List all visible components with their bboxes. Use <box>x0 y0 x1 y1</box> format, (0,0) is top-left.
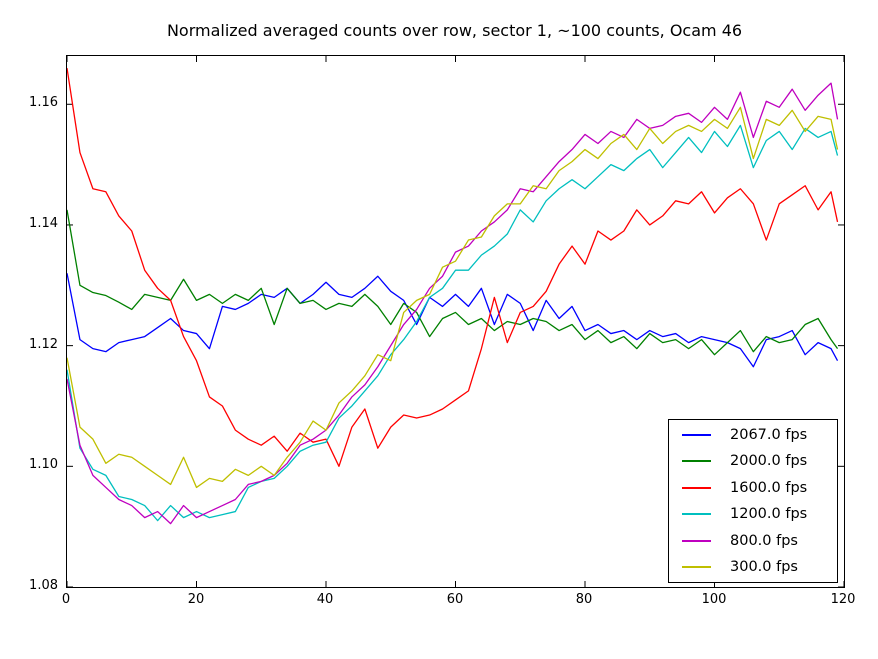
ytick-label: 1.10 <box>29 457 58 472</box>
legend-entry: 1200.0 fps <box>669 502 837 526</box>
series-line <box>67 67 839 467</box>
series-line <box>67 82 839 525</box>
chart-title: Normalized averaged counts over row, sec… <box>166 21 743 40</box>
legend-label: 1600.0 fps <box>730 479 808 496</box>
legend-entry: 2067.0 fps <box>669 423 837 447</box>
legend-entry: 1600.0 fps <box>669 476 837 500</box>
legend-line-sample <box>682 513 711 516</box>
legend: 2067.0 fps 2000.0 fps 1600.0 fps 1200.0 … <box>668 419 838 583</box>
legend-label: 2067.0 fps <box>730 426 808 443</box>
legend-line-sample <box>682 539 711 542</box>
ytick-label: 1.08 <box>29 578 58 593</box>
legend-label: 800.0 fps <box>730 532 798 549</box>
ytick-label: 1.16 <box>29 95 58 110</box>
series-line <box>67 106 839 489</box>
series-line <box>67 273 839 368</box>
xtick-label: 80 <box>575 592 593 607</box>
legend-line-sample <box>682 433 711 436</box>
legend-line-sample <box>682 486 711 489</box>
legend-entry: 2000.0 fps <box>669 449 837 473</box>
xtick-label: 120 <box>830 592 856 607</box>
legend-entry: 300.0 fps <box>669 555 837 579</box>
ytick-label: 1.12 <box>29 337 58 352</box>
xtick-label: 40 <box>316 592 334 607</box>
legend-label: 300.0 fps <box>730 559 798 576</box>
xtick-label: 0 <box>61 592 71 607</box>
legend-line-sample <box>682 460 711 463</box>
series-line <box>67 124 839 522</box>
legend-line-sample <box>682 566 711 569</box>
plot-canvas <box>67 56 844 587</box>
legend-label: 1200.0 fps <box>730 506 808 523</box>
legend-label: 2000.0 fps <box>730 453 808 470</box>
xtick-label: 100 <box>701 592 727 607</box>
legend-entry: 800.0 fps <box>669 529 837 553</box>
plot-area <box>66 55 845 588</box>
xtick-label: 60 <box>446 592 464 607</box>
series-line <box>67 209 839 356</box>
ytick-label: 1.14 <box>29 216 58 231</box>
xtick-label: 20 <box>187 592 205 607</box>
